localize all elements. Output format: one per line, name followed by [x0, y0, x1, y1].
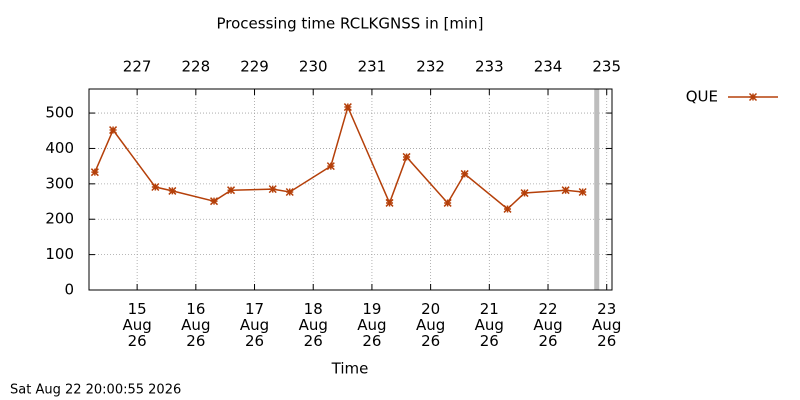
data-point: [402, 152, 411, 161]
legend-marker: [748, 92, 758, 102]
footer: Sat Aug 22 20:00:55 2026: [10, 383, 181, 398]
x-tick-label: 19 Aug 26: [357, 300, 387, 350]
data-point: [443, 198, 452, 207]
x-tick-label: 20 Aug 26: [415, 300, 446, 350]
data-point: [326, 162, 335, 171]
chart-title: Processing time RCLKGNSS in [min]: [217, 15, 484, 33]
x-tick-label: 18 Aug 26: [298, 300, 328, 350]
x2-tick-label: 233: [475, 58, 504, 76]
data-point: [168, 186, 177, 195]
data-point: [227, 186, 236, 195]
x-tick-label: 17 Aug 26: [239, 300, 270, 350]
data-point: [268, 185, 277, 194]
x2-tick-label: 228: [182, 58, 211, 76]
x-tick-label: 23 Aug 26: [592, 300, 622, 350]
x-tick-label: 21 Aug 26: [474, 300, 504, 350]
x2-tick-label: 235: [592, 58, 621, 76]
x2-tick-label: 232: [416, 58, 445, 76]
data-point: [343, 103, 352, 112]
x2-tick-label: 230: [299, 58, 328, 76]
data-point: [520, 189, 529, 198]
y-tick-label: 200: [45, 210, 74, 228]
data-point: [561, 186, 570, 195]
now-marker: [594, 89, 600, 290]
y-tick-label: 0: [64, 281, 74, 299]
x-tick-label: 22 Aug 26: [533, 300, 563, 350]
x2-tick-label: 227: [123, 58, 152, 76]
data-point: [209, 197, 219, 206]
y-tick-label: 500: [45, 104, 74, 122]
data-point: [109, 126, 118, 135]
data-point: [285, 187, 294, 197]
data-point: [151, 182, 160, 192]
y-tick-label: 400: [45, 139, 74, 157]
x-tick-label: 16 Aug 26: [181, 300, 211, 350]
data-point: [385, 198, 394, 207]
x2-tick-label: 231: [358, 58, 387, 76]
x2-tick-label: 229: [240, 58, 269, 76]
legend-label: QUE: [686, 88, 718, 106]
data-point: [578, 187, 587, 197]
data-point: [90, 168, 99, 177]
y-tick-label: 300: [45, 174, 74, 192]
data-point: [460, 169, 469, 178]
x-axis-label: Time: [331, 360, 369, 378]
data-point: [503, 204, 512, 213]
x2-tick-label: 234: [534, 58, 563, 76]
series-line: [94, 104, 583, 210]
x-tick-label: 15 Aug 26: [122, 300, 152, 350]
y-tick-label: 100: [45, 245, 74, 263]
plot-frame: [88, 88, 613, 291]
